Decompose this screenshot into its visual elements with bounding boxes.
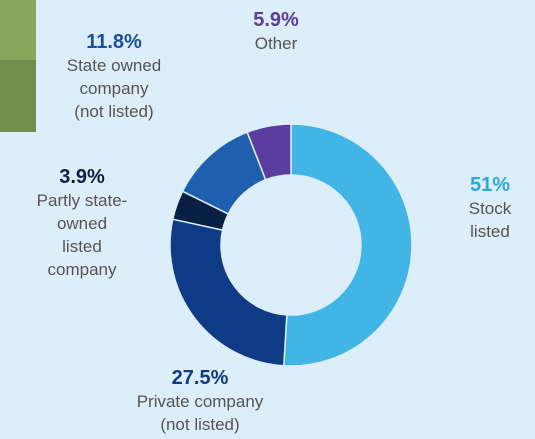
category-label: Stock listed: [469, 197, 512, 243]
photo-strip-highlight: [0, 0, 36, 60]
value-label: 5.9%: [253, 8, 299, 32]
value-label: 51%: [469, 173, 512, 197]
page: 51%Stock listed 27.5%Private company (not…: [0, 0, 535, 439]
value-label: 3.9%: [37, 165, 128, 189]
donut-slice: [170, 219, 287, 366]
slice-label: 3.9%Partly state- owned listed company: [37, 165, 128, 281]
category-label: Private company (not listed): [137, 390, 264, 436]
slice-label: 51%Stock listed: [469, 173, 512, 243]
value-label: 27.5%: [137, 366, 264, 390]
value-label: 11.8%: [67, 30, 162, 54]
category-label: Other: [253, 32, 299, 55]
slice-label: 11.8%State owned company (not listed): [67, 30, 162, 123]
category-label: Partly state- owned listed company: [37, 189, 128, 281]
category-label: State owned company (not listed): [67, 54, 162, 123]
slice-label: 5.9%Other: [253, 8, 299, 55]
donut-slice: [284, 124, 412, 366]
slice-label: 27.5%Private company (not listed): [137, 366, 264, 436]
